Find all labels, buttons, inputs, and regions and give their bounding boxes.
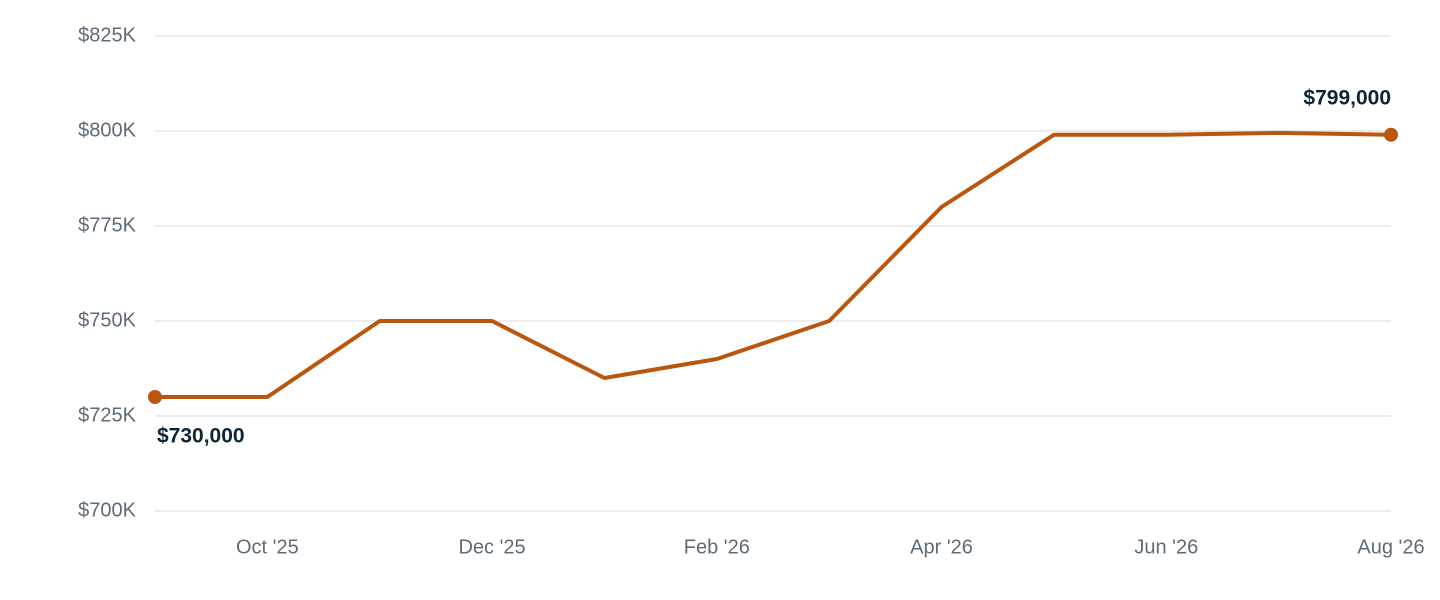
line <box>155 130 1392 399</box>
y-tick-label: $800K <box>78 119 136 141</box>
end-point <box>148 390 162 404</box>
value-label: $730,000 <box>157 425 245 448</box>
end-point <box>1384 127 1398 142</box>
y-tick-label: $725K <box>78 404 136 426</box>
y-tick-label: $750K <box>78 309 136 331</box>
x-tick-label: Aug '26 <box>1357 536 1424 558</box>
y-tick-label: $700K <box>78 499 136 521</box>
y-tick-label: $775K <box>78 214 136 236</box>
x-tick-label: Dec '25 <box>458 536 525 558</box>
x-tick-label: Feb '26 <box>684 536 750 558</box>
x-tick-label: Jun '26 <box>1134 536 1198 558</box>
x-tick-label: Oct '25 <box>236 536 299 558</box>
x-tick-label: Apr '26 <box>910 536 973 558</box>
value-label: $799,000 <box>1303 86 1391 109</box>
y-tick-label: $825K <box>78 24 136 46</box>
